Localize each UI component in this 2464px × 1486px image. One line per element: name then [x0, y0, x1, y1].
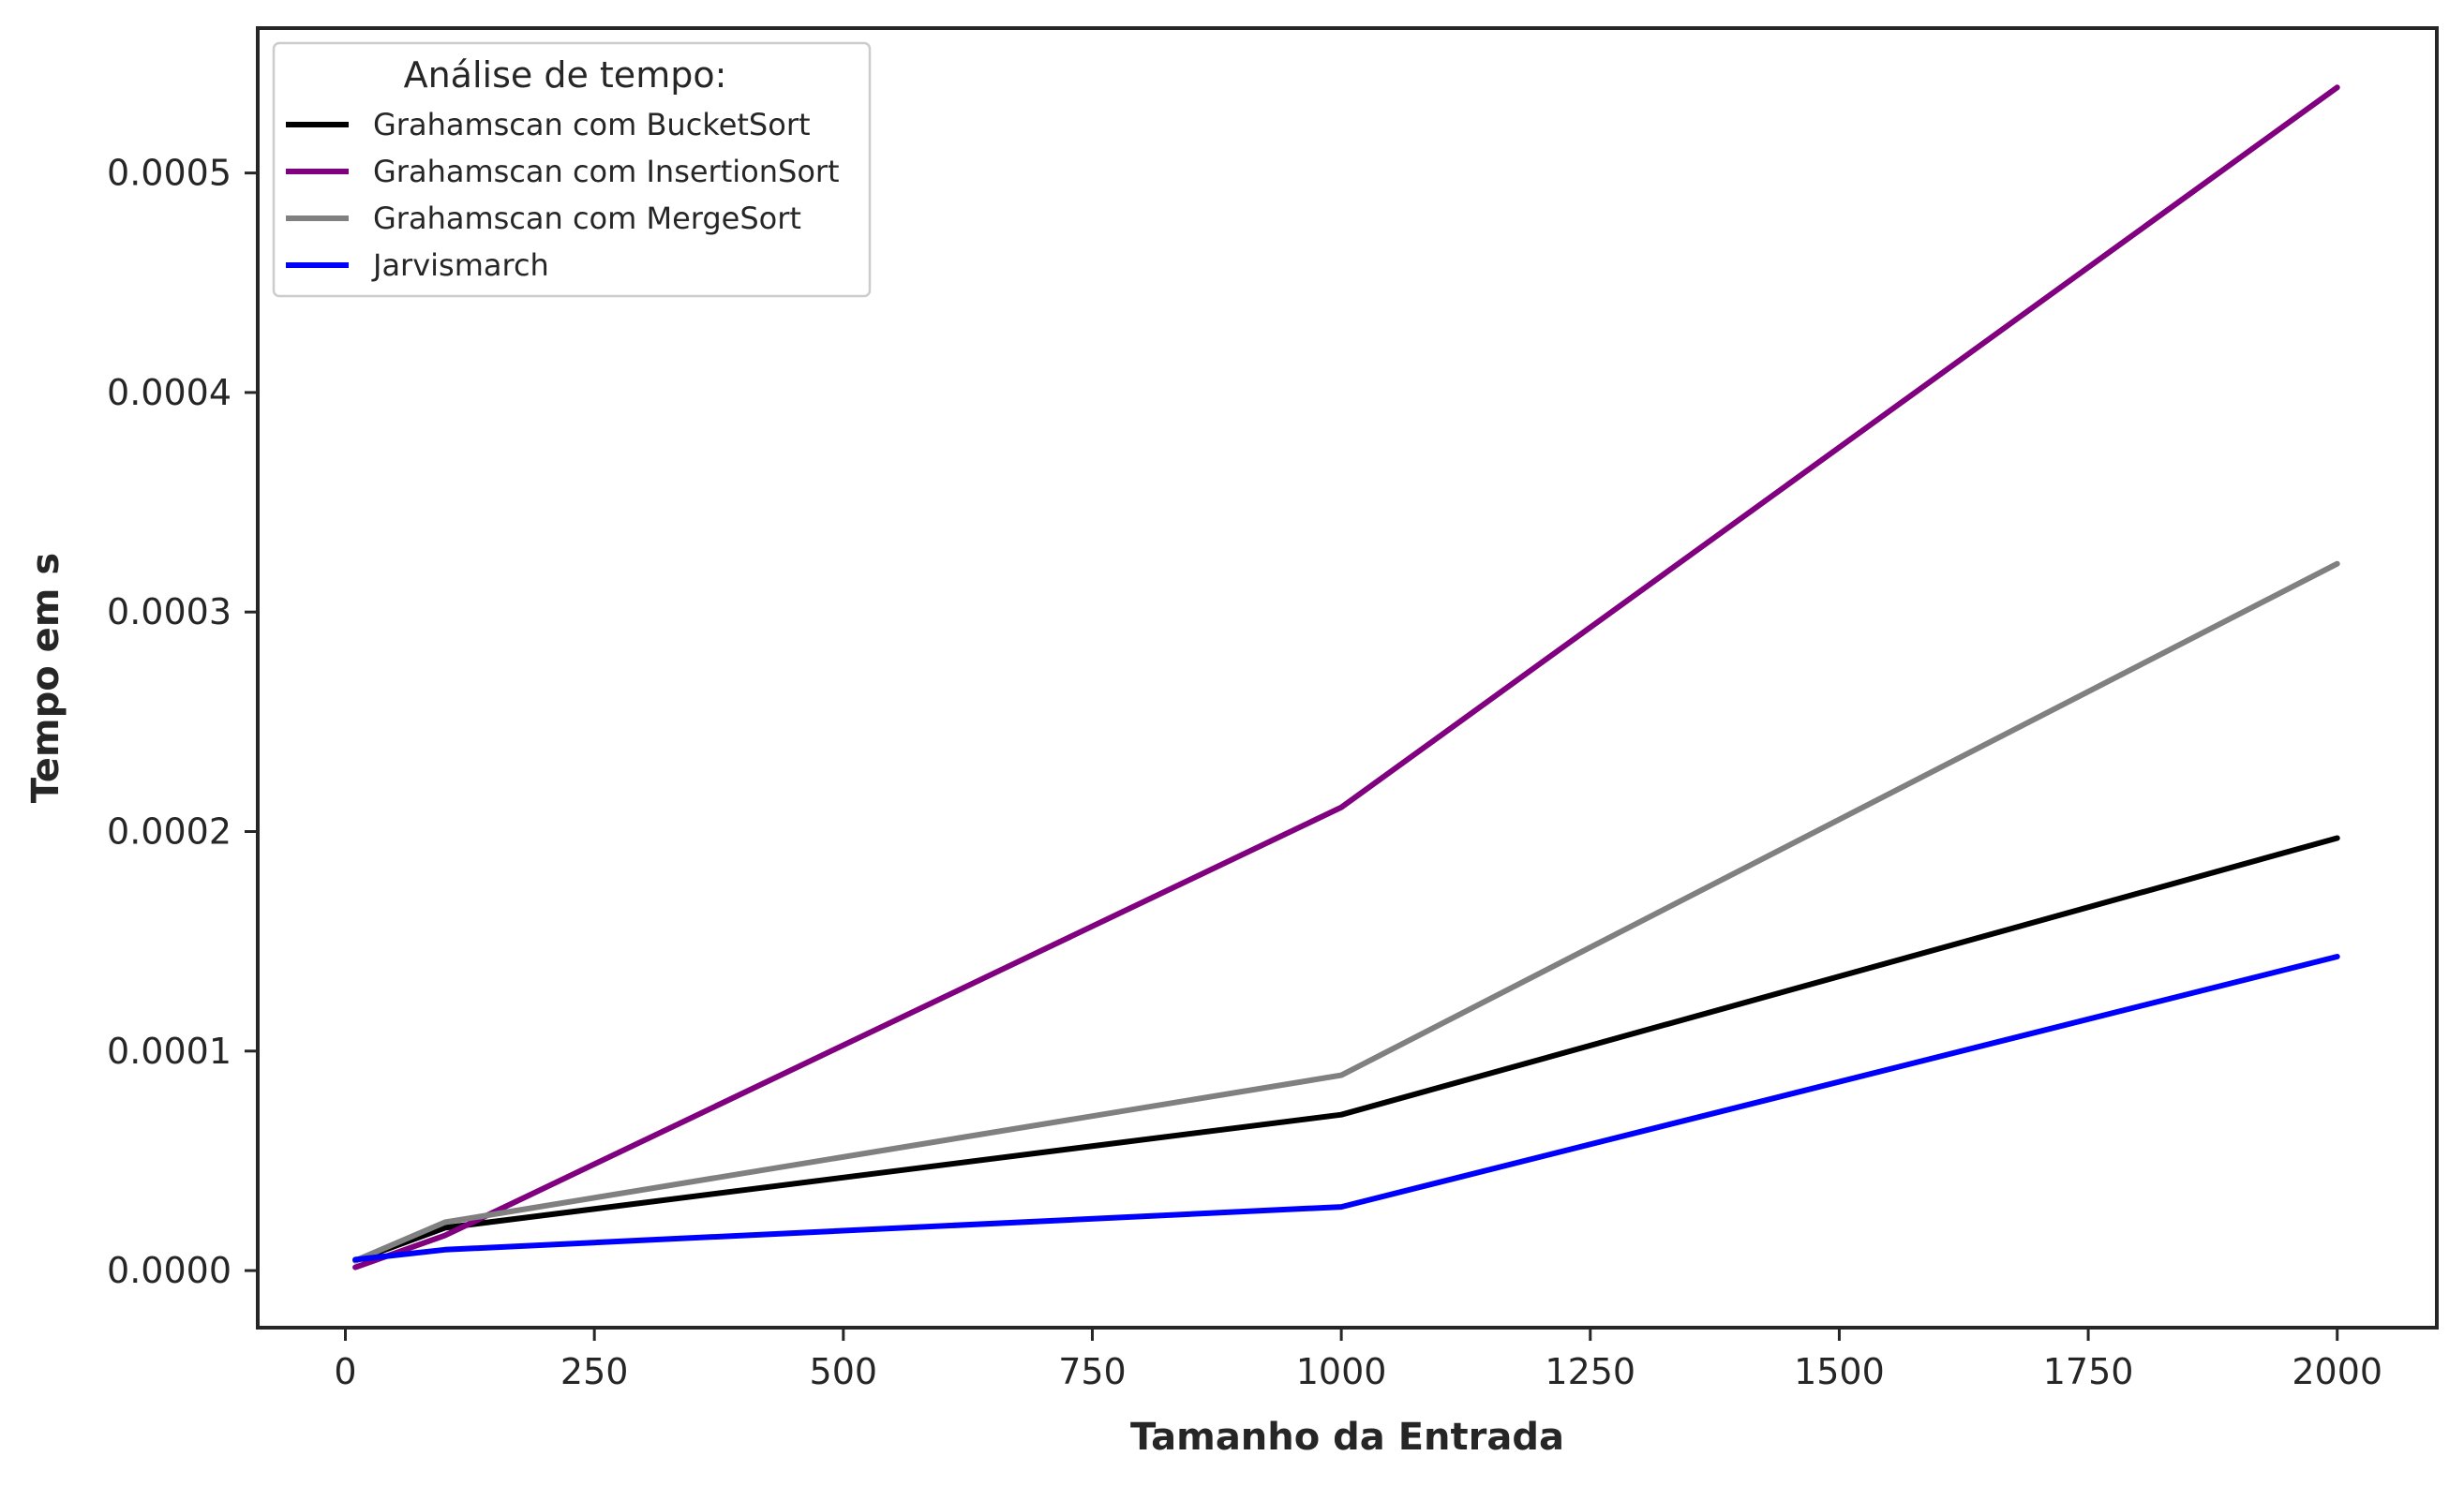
- y-tick-label: 0.0000: [107, 1250, 231, 1291]
- y-tick-label: 0.0001: [107, 1031, 231, 1072]
- legend-label-3: Grahamscan com MergeSort: [373, 201, 801, 236]
- x-tick-label: 2000: [2292, 1351, 2382, 1392]
- series-line-3: [352, 560, 2340, 1264]
- y-tick-label: 0.0003: [107, 591, 231, 632]
- x-tick-label: 0: [334, 1351, 356, 1392]
- series-line-2: [352, 84, 2340, 1271]
- x-tick-label: 500: [810, 1351, 878, 1392]
- x-axis-title: Tamanho da Entrada: [1130, 1416, 1564, 1459]
- x-tick-label: 250: [560, 1351, 629, 1392]
- legend-items: Grahamscan com BucketSort Grahamscan com …: [286, 107, 840, 283]
- x-tick-label: 750: [1058, 1351, 1127, 1392]
- legend-label-1: Grahamscan com BucketSort: [373, 107, 811, 142]
- legend-label-2: Grahamscan com InsertionSort: [373, 154, 840, 189]
- x-tick-label: 1250: [1545, 1351, 1635, 1392]
- legend-box: [272, 41, 872, 298]
- y-axis-title: Tempo em s: [24, 553, 67, 803]
- x-tick-label: 1500: [1794, 1351, 1885, 1392]
- series-lines: [352, 84, 2340, 1271]
- y-tick-label: 0.0002: [107, 811, 231, 853]
- x-axis: 0 250 500 750 1000 1250 1500 1750 2000: [334, 1328, 2382, 1392]
- series-line-4: [352, 954, 2340, 1263]
- x-tick-label: 1000: [1296, 1351, 1387, 1392]
- y-tick-label: 0.0004: [107, 372, 231, 413]
- legend: Análise de tempo: Grahamscan com BucketS…: [272, 41, 872, 298]
- y-tick-label: 0.0005: [107, 153, 231, 194]
- legend-title: Análise de tempo:: [404, 54, 727, 96]
- x-tick-label: 1750: [2043, 1351, 2134, 1392]
- legend-label-4: Jarvismarch: [371, 247, 549, 283]
- plot-area-frame: [256, 26, 2439, 1330]
- y-axis: 0.0000 0.0001 0.0002 0.0003 0.0004 0.0005: [107, 153, 258, 1291]
